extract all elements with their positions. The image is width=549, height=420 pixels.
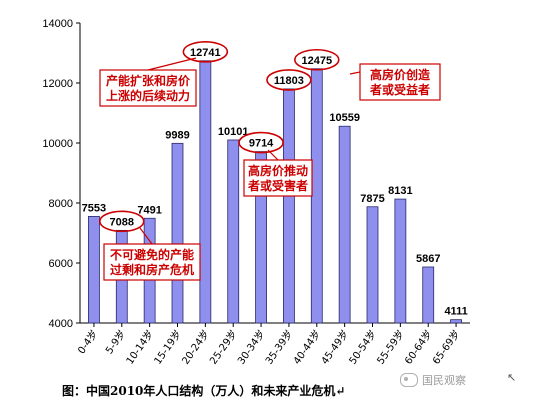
- annotation-text: 高房价推动: [248, 163, 308, 178]
- data-label: 5867: [416, 253, 440, 265]
- category-label: 50-54岁: [346, 327, 379, 366]
- annotation-leader: [147, 57, 197, 71]
- bar: [283, 88, 295, 324]
- figure-caption: 图：中国2010年人口结构（万人）和未来产业危机↵: [62, 382, 345, 399]
- y-tick-label: 14000: [42, 18, 73, 30]
- bar: [366, 206, 379, 324]
- category-label: 0-4岁: [75, 327, 101, 356]
- bar: [338, 125, 351, 324]
- corner-arrow-mark: ↖: [507, 371, 517, 384]
- annotation-text: 过剩和房产危机: [110, 262, 194, 277]
- data-label: 7553: [82, 202, 106, 214]
- category-label: 10-14岁: [123, 327, 156, 366]
- highlight-ellipse: [238, 131, 284, 154]
- data-label: 9714: [249, 138, 274, 150]
- annotation-box: [243, 159, 313, 197]
- annotation-text: 不可避免的产能: [110, 247, 194, 262]
- annotation-text: 上涨的后续动力: [106, 88, 190, 103]
- category-label: 45-49岁: [318, 327, 351, 366]
- annotation-text: 者或受害者: [247, 178, 308, 193]
- highlight-ellipse: [98, 210, 145, 233]
- caption-return-mark: ↵: [335, 384, 346, 398]
- data-label: 7875: [360, 193, 384, 205]
- category-label: 20-24岁: [179, 327, 212, 366]
- bar: [310, 68, 323, 324]
- highlight-ellipse: [182, 40, 229, 63]
- bar: [422, 266, 435, 324]
- category-label: 30-34岁: [234, 327, 267, 366]
- category-label: 65-69岁: [429, 327, 462, 366]
- bar: [394, 198, 407, 324]
- annotation-box: [99, 69, 197, 107]
- category-label: 60-64岁: [402, 327, 435, 366]
- y-tick-label: 12000: [42, 78, 73, 90]
- category-label: 5-9岁: [102, 327, 128, 356]
- data-label: 8131: [388, 185, 412, 197]
- annotation-leader: [139, 227, 153, 245]
- data-label: 4111: [444, 306, 467, 318]
- data-label: 12475: [301, 55, 332, 67]
- bar: [171, 142, 184, 324]
- watermark-text: 国民观察: [422, 374, 466, 387]
- bar: [227, 139, 240, 324]
- data-label: 7491: [137, 204, 161, 216]
- bar: [450, 319, 462, 324]
- y-tick-label: 8000: [49, 198, 73, 210]
- category-label: 15-19岁: [151, 327, 184, 366]
- annotation-text: 高房价创造: [370, 67, 431, 82]
- data-label: 7088: [110, 216, 134, 228]
- annotation-box: [103, 243, 201, 281]
- data-label: 12741: [190, 47, 221, 59]
- category-label: 25-29岁: [207, 327, 240, 366]
- category-label: 40-44岁: [290, 327, 323, 366]
- data-label: 10101: [218, 126, 249, 138]
- caption-text: 图：中国2010年人口结构（万人）和未来产业危机: [62, 384, 336, 398]
- y-tick-label: 10000: [42, 138, 73, 150]
- highlight-ellipse: [293, 48, 340, 71]
- category-label: 35-39岁: [262, 327, 295, 366]
- data-label: 11803: [274, 75, 304, 87]
- highlight-ellipse: [266, 69, 312, 91]
- bar: [88, 216, 100, 324]
- category-label: 55-59岁: [374, 327, 407, 366]
- annotation-text: 者或受益者: [369, 82, 430, 97]
- y-tick-label: 4000: [49, 318, 73, 330]
- annotation-text: 产能扩张和房价: [106, 73, 191, 88]
- wechat-icon: [400, 373, 418, 387]
- data-label: 10559: [329, 112, 360, 124]
- bar: [199, 60, 212, 324]
- data-label: 9989: [165, 129, 189, 141]
- annotation-box: [359, 63, 441, 101]
- annotation-leader: [267, 149, 279, 161]
- watermark: 国民观察: [400, 372, 466, 388]
- y-tick-label: 6000: [49, 258, 73, 270]
